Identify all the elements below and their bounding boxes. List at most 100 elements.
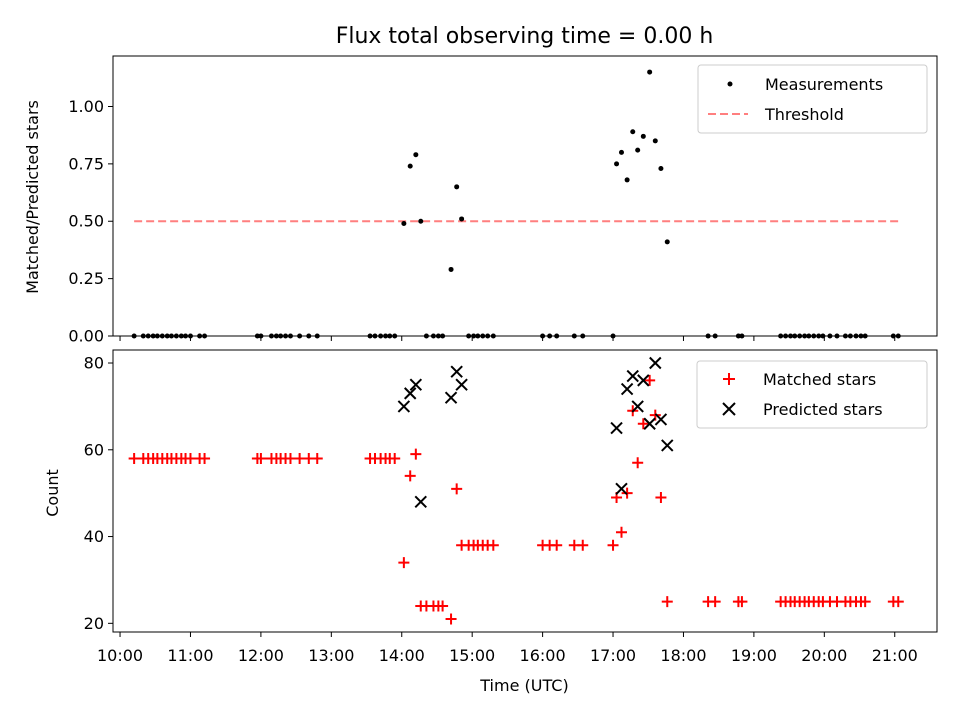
legend-measurements-label: Measurements — [765, 75, 883, 94]
matched-star-point — [632, 457, 644, 469]
bottom-y-ticks: 20 40 60 80 — [84, 354, 113, 633]
measurement-point — [401, 221, 407, 227]
bottom-y-tick-label: 40 — [84, 527, 104, 546]
bottom-x-ticks: 10:00 11:00 12:00 13:00 14:00 15:00 16:00 17:00… — [97, 632, 918, 665]
bottom-legend-box — [696, 360, 928, 429]
bottom-y-tick-label: 80 — [84, 354, 104, 373]
matched-star-point — [709, 596, 721, 608]
measurement-point — [630, 129, 636, 135]
matched-star-point — [577, 539, 589, 551]
bottom-x-tick-label: 11:00 — [167, 646, 213, 665]
predicted-star-point — [654, 413, 668, 426]
matched-star-point — [451, 483, 463, 495]
bottom-x-tick-label: 12:00 — [238, 646, 284, 665]
measurement-point — [454, 184, 460, 190]
top-ylabel: Matched/Predicted stars — [23, 100, 42, 294]
matched-star-point — [661, 596, 673, 608]
measurement-point — [647, 69, 653, 75]
legend-measurements-marker — [727, 81, 733, 87]
top-axes-frame — [112, 55, 938, 337]
predicted-star-point — [414, 495, 427, 509]
predicted-star-point — [455, 378, 468, 391]
matched-star-point — [255, 452, 267, 464]
matched-star-point — [655, 492, 667, 504]
bottom-x-tick-label: 14:00 — [379, 646, 425, 665]
top-y-tick-label: 0.00 — [68, 327, 104, 346]
predicted-star-point — [397, 400, 411, 413]
measurement-point — [407, 163, 413, 169]
matched-star-point — [551, 539, 563, 551]
matched-star-point — [637, 418, 649, 430]
matched-star-point — [644, 374, 656, 386]
measurement-point — [614, 161, 620, 167]
bottom-y-tick-label: 20 — [84, 614, 104, 633]
legend-predicted-marker — [722, 402, 736, 416]
bottom-x-tick-label: 21:00 — [872, 646, 918, 665]
predicted-stars-points — [397, 356, 674, 509]
matched-star-point — [859, 596, 871, 608]
predicted-star-point — [615, 482, 628, 496]
measurement-point — [658, 165, 664, 171]
measurement-point — [418, 218, 424, 224]
predicted-star-point — [643, 417, 656, 430]
top-legend: Measurements Threshold — [697, 64, 928, 134]
matched-star-point — [487, 539, 499, 551]
bottom-x-tick-label: 15:00 — [449, 646, 495, 665]
matched-star-point — [892, 596, 904, 608]
matched-star-point — [398, 557, 410, 569]
legend-matched-marker — [723, 373, 735, 385]
legend-matched-label: Matched stars — [763, 370, 876, 389]
measurement-point — [459, 216, 465, 222]
top-y-tick-label: 1.00 — [68, 97, 104, 116]
matched-star-point — [389, 452, 401, 464]
top-y-tick-label: 0.25 — [68, 269, 104, 288]
predicted-star-point — [626, 369, 639, 383]
top-y-tick-label: 0.50 — [68, 212, 104, 231]
predicted-star-point — [403, 387, 417, 400]
predicted-star-point — [661, 439, 674, 452]
predicted-star-point — [450, 365, 463, 378]
bottom-x-tick-label: 13:00 — [308, 646, 354, 665]
bottom-x-tick-label: 20:00 — [801, 646, 847, 665]
top-chart-title: Flux total observing time = 0.00 h — [336, 24, 714, 49]
bottom-axes-frame — [112, 349, 938, 633]
matched-star-point — [445, 613, 457, 625]
measurement-point — [624, 177, 630, 183]
legend-threshold-label: Threshold — [764, 105, 844, 124]
measurement-point — [413, 152, 419, 158]
measurement-point — [618, 149, 624, 155]
measurement-point — [652, 138, 658, 144]
matched-star-point — [615, 526, 627, 538]
matched-star-point — [410, 448, 422, 460]
matched-star-point — [199, 452, 211, 464]
predicted-star-point — [444, 391, 458, 404]
bottom-x-tick-label: 17:00 — [590, 646, 636, 665]
predicted-star-point — [637, 374, 650, 387]
bottom-x-tick-label: 10:00 — [97, 646, 143, 665]
matched-star-point — [736, 596, 748, 608]
predicted-star-point — [649, 356, 662, 370]
predicted-star-point — [620, 382, 634, 396]
measurement-point — [448, 266, 454, 272]
bottom-xlabel: Time (UTC) — [479, 676, 568, 695]
matched-stars-points — [128, 374, 904, 625]
bottom-x-tick-label: 19:00 — [731, 646, 777, 665]
top-y-ticks: 0.00 0.25 0.50 0.75 1.00 — [68, 97, 113, 346]
matched-star-point — [311, 452, 323, 464]
bottom-x-tick-label: 18:00 — [660, 646, 706, 665]
matched-star-point — [437, 600, 449, 612]
top-legend-box — [697, 64, 928, 134]
measurement-point — [640, 133, 646, 139]
measurement-point — [635, 147, 641, 153]
matched-star-point — [404, 470, 416, 482]
predicted-star-point — [409, 378, 423, 391]
legend-predicted-label: Predicted stars — [763, 400, 883, 419]
predicted-star-point — [610, 421, 623, 435]
bottom-x-tick-label: 16:00 — [520, 646, 566, 665]
predicted-star-point — [631, 400, 644, 413]
bottom-legend: Matched stars Predicted stars — [696, 360, 928, 429]
bottom-ylabel: Count — [43, 469, 62, 517]
matched-star-point — [607, 539, 619, 551]
top-y-tick-label: 0.75 — [68, 154, 104, 173]
